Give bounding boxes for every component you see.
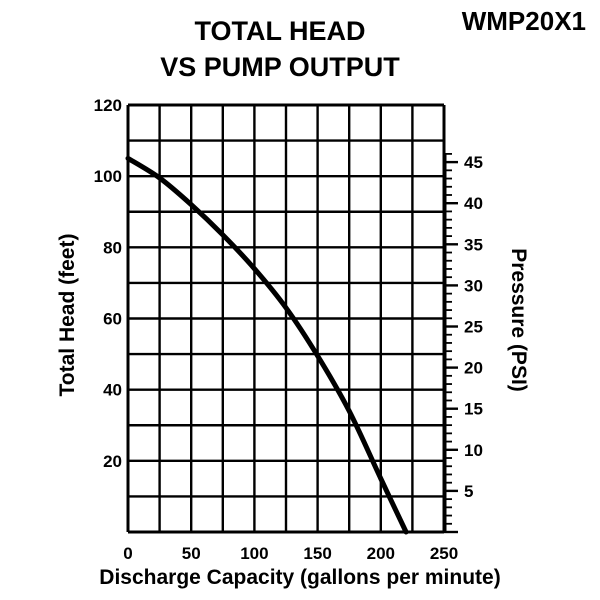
psi-tick-label: 35 — [464, 235, 483, 254]
y-axis-label-right: Pressure (PSI) — [507, 248, 530, 392]
y-tick-label: 120 — [94, 96, 122, 115]
psi-tick-label: 5 — [464, 482, 473, 501]
chart-title-line-1: TOTAL HEAD — [194, 16, 366, 46]
y-tick-label: 80 — [103, 238, 122, 257]
psi-tick-label: 15 — [464, 400, 483, 419]
y-tick-label: 100 — [94, 167, 122, 186]
model-label: WMP20X1 — [461, 6, 586, 36]
x-tick-label: 250 — [430, 544, 458, 563]
y-tick-label: 60 — [103, 310, 122, 329]
psi-tick-label: 30 — [464, 276, 483, 295]
psi-tick-label: 45 — [464, 153, 483, 172]
x-axis-label: Discharge Capacity (gallons per minute) — [99, 566, 501, 589]
pump-curve-line — [125, 155, 409, 535]
psi-tick-label: 20 — [464, 359, 483, 378]
x-tick-label: 0 — [123, 544, 132, 563]
x-tick-label: 200 — [367, 544, 395, 563]
y-tick-label: 20 — [103, 452, 122, 471]
x-tick-label: 50 — [182, 544, 201, 563]
y-tick-label: 40 — [103, 381, 122, 400]
psi-tick-label: 25 — [464, 318, 483, 337]
chart-title-line-2: VS PUMP OUTPUT — [160, 52, 400, 82]
psi-tick-label: 40 — [464, 194, 483, 213]
x-tick-label: 100 — [240, 544, 268, 563]
psi-tick-label: 10 — [464, 441, 483, 460]
x-tick-label: 150 — [303, 544, 331, 563]
y-axis-label-left: Total Head (feet) — [56, 233, 79, 397]
